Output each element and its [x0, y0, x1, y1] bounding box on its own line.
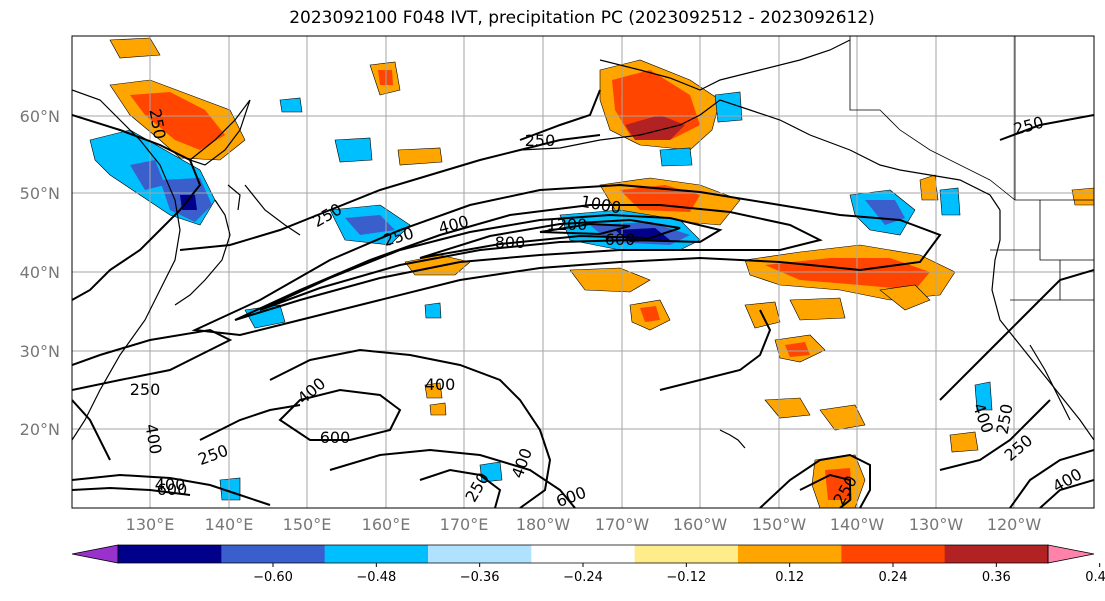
longitude-label: 170°E [440, 515, 489, 534]
colorbar [71, 544, 1095, 564]
longitude-label: 140°W [830, 515, 885, 534]
longitude-label: 170°W [595, 515, 650, 534]
colorbar-swatch [738, 545, 842, 563]
colorbar-swatch [221, 545, 326, 563]
colorbar-swatch [531, 545, 636, 563]
longitude-label: 140°E [205, 515, 254, 534]
colorbar-tick-label: −0.12 [666, 570, 706, 585]
longitude-label: 130°E [126, 515, 175, 534]
longitude-label: 160°W [673, 515, 728, 534]
colorbar-swatch [324, 545, 429, 563]
latitude-labels: 60°N 50°N 40°N 30°N 20°N [20, 107, 60, 439]
ivt-contour-label: 250 [130, 380, 161, 399]
colorbar-tick-label: −0.24 [563, 570, 603, 585]
colorbar-swatch [944, 545, 1049, 563]
colorbar-tick-labels: −0.60 −0.48 −0.36 −0.24 −0.12 0.12 0.24 0.36 0.4… [253, 563, 1105, 585]
latitude-label: 50°N [20, 184, 60, 203]
longitude-label: 160°E [362, 515, 411, 534]
colorbar-tick-label: −0.36 [460, 570, 500, 585]
colorbar-swatch [841, 545, 946, 563]
ivt-contour-label: 600 [320, 428, 351, 447]
colorbar-tick-label: −0.48 [356, 570, 396, 585]
latitude-label: 20°N [20, 420, 60, 439]
colorbar-outline [117, 544, 1049, 564]
ivt-contours [72, 89, 1094, 508]
colorbar-swatch [118, 545, 222, 563]
longitude-label: 150°W [752, 515, 807, 534]
ivt-contour-label: 800 [495, 233, 526, 252]
colorbar-tick-label: 0.48 [1085, 570, 1105, 585]
ivt-contour-label: 400 [155, 475, 186, 494]
longitude-label: 150°E [283, 515, 332, 534]
colorbar-swatch [634, 545, 739, 563]
colorbar-tick-label: 0.24 [879, 570, 908, 585]
longitude-label: 130°W [909, 515, 964, 534]
longitude-label: 120°W [987, 515, 1042, 534]
latitude-label: 40°N [20, 263, 60, 282]
ivt-contour-label: 600 [605, 230, 636, 249]
precip-positive-regions [109, 37, 1094, 508]
ivt-contour-label: 1200 [547, 215, 588, 234]
longitude-labels: 130°E 140°E 150°E 160°E 170°E 180°W 170°… [126, 515, 1042, 534]
political-borders [849, 36, 1094, 301]
latitude-label: 60°N [20, 107, 60, 126]
colorbar-extend-high [1047, 544, 1095, 564]
ivt-contour-label: 400 [425, 375, 456, 394]
map-title: 2023092100 F048 IVT, precipitation PC (2… [289, 8, 875, 28]
ivt-contour-label: 600 [157, 480, 188, 499]
colorbar-extend-low [71, 544, 119, 564]
colorbar-swatch [428, 545, 532, 563]
longitude-label: 180°W [516, 515, 571, 534]
colorbar-tick-label: 0.12 [775, 570, 804, 585]
colorbar-tick-label: −0.60 [253, 570, 293, 585]
latitude-label: 30°N [20, 342, 60, 361]
map-gridlines [72, 36, 1094, 508]
colorbar-tick-label: 0.36 [982, 570, 1011, 585]
ivt-contour-label: 250 [525, 131, 556, 150]
